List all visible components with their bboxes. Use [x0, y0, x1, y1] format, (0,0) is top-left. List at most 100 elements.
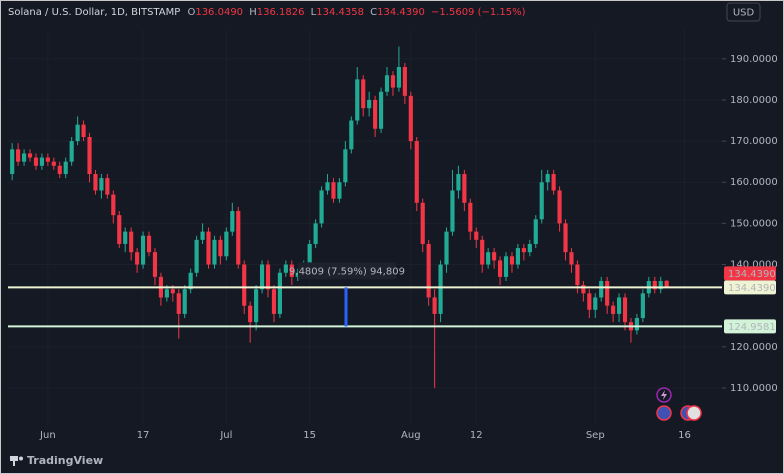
last-price-box [724, 266, 776, 281]
candle-body [39, 157, 44, 166]
candle-body [438, 264, 443, 314]
candle-body [533, 219, 538, 244]
symbol: Solana / U.S. Dollar, 1D, BITSTAMP [8, 7, 180, 18]
candle-body [135, 252, 140, 265]
candle-body [349, 120, 354, 150]
candle-body [450, 190, 455, 232]
candle-body [51, 161, 56, 166]
candle-body [593, 297, 598, 310]
candle-body [146, 235, 152, 253]
candle-body [236, 211, 241, 265]
candle-body [129, 231, 134, 253]
candle-body [569, 252, 574, 265]
candle-body [652, 280, 657, 290]
candle-body [289, 264, 294, 277]
candle-body [640, 293, 645, 319]
measure-label: 9.4809 (7.59%) 94,809 [289, 266, 405, 277]
quote-value: 136.0490 [195, 7, 243, 18]
candle-body [170, 289, 175, 294]
candle-body [313, 223, 318, 244]
header: Solana / U.S. Dollar, 1D, BITSTAMP O136.… [8, 7, 526, 18]
candle-body [21, 153, 27, 162]
candle-body [16, 149, 21, 162]
candle-body [664, 280, 669, 288]
candle-body [45, 157, 50, 162]
y-tick-label: 180.0000 [730, 95, 778, 106]
candle-body [587, 293, 592, 310]
event-icon[interactable] [656, 405, 672, 421]
x-tick-label: Sep [586, 430, 605, 441]
y-tick-label: 140.0000 [730, 260, 778, 271]
candle-body [361, 79, 366, 109]
candle-body [480, 239, 485, 265]
candle-body [367, 99, 372, 109]
candle-body [337, 182, 342, 199]
candle-body [408, 95, 413, 142]
candle-body [259, 264, 265, 290]
quote-key: C [370, 7, 377, 18]
candle-body [343, 149, 348, 183]
candle-body [515, 248, 520, 265]
candle-body [605, 280, 610, 306]
currency-label[interactable]: USD [733, 8, 755, 19]
candle-body [331, 182, 336, 199]
currency-button[interactable] [726, 2, 761, 22]
candle-body [527, 243, 532, 253]
candle-body [111, 194, 116, 216]
price-label-box [724, 280, 776, 295]
grid: 110.0000 120.0000 140.0000 150.0000 160.0000… [8, 30, 778, 441]
candle-body [152, 252, 158, 277]
price-label-box [724, 319, 776, 334]
quote-value: 134.4358 [316, 7, 364, 18]
candle-body [497, 260, 503, 277]
candle-body [503, 256, 509, 277]
candle-body [622, 297, 628, 323]
candle-body [634, 318, 639, 331]
candle-body [444, 231, 449, 265]
quote-key: L [311, 7, 317, 18]
candle-body [551, 174, 556, 191]
candle-body [545, 174, 550, 183]
y-tick-label: 150.0000 [730, 218, 778, 229]
candle-body [248, 305, 253, 323]
candle-body [325, 182, 330, 191]
candle-body [99, 178, 104, 191]
candle-body [218, 239, 223, 257]
candle-body [456, 174, 461, 191]
brand-icon [13, 456, 15, 466]
x-tick-label: Aug [401, 430, 421, 441]
event-icons [656, 387, 702, 421]
event-icon[interactable] [686, 405, 702, 421]
candle-body [176, 293, 181, 314]
brand-name: TradingView [27, 454, 103, 467]
candle-body [69, 141, 74, 162]
candle-body [402, 67, 407, 96]
candle-body [230, 211, 235, 232]
change: −1.5609 (−1.15%) [431, 7, 526, 18]
candle-body [87, 136, 92, 175]
price-label: 134.4390 [728, 283, 776, 294]
candle-body [212, 239, 217, 265]
candle-body [539, 182, 544, 220]
y-tick-label: 160.0000 [730, 177, 778, 188]
candle-body [10, 149, 15, 175]
candle-body [81, 124, 86, 137]
candle-body [277, 272, 282, 314]
candle-body [378, 91, 384, 129]
candle-body [557, 190, 562, 224]
x-tick-label: 17 [137, 430, 150, 441]
candle-body [486, 252, 491, 265]
candle-body [254, 289, 259, 323]
candle-body [462, 174, 467, 203]
candle-body [206, 231, 211, 265]
candle-body [396, 67, 401, 88]
x-tick-label: Jul [219, 430, 232, 441]
candle-body [468, 202, 473, 232]
x-tick-label: 15 [303, 430, 316, 441]
candle-body [164, 289, 169, 298]
candle-body [611, 305, 616, 314]
candle-body [509, 256, 515, 265]
brand-icon [19, 456, 23, 461]
candle-body [599, 280, 604, 298]
